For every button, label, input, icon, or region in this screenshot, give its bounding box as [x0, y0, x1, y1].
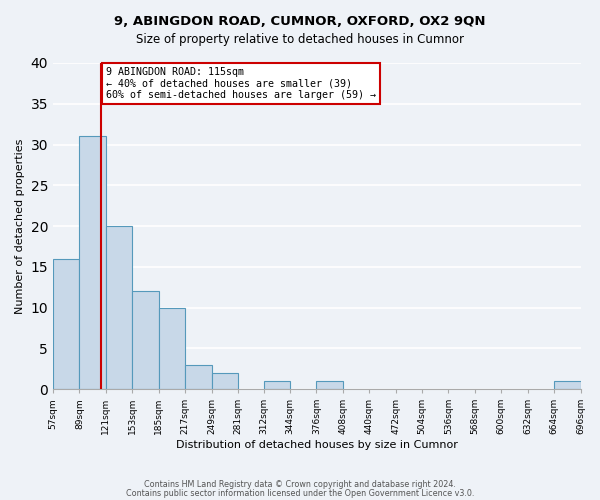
Bar	[132, 291, 158, 389]
Text: Contains HM Land Registry data © Crown copyright and database right 2024.: Contains HM Land Registry data © Crown c…	[144, 480, 456, 489]
Text: Size of property relative to detached houses in Cumnor: Size of property relative to detached ho…	[136, 32, 464, 46]
X-axis label: Distribution of detached houses by size in Cumnor: Distribution of detached houses by size …	[176, 440, 458, 450]
Text: Contains public sector information licensed under the Open Government Licence v3: Contains public sector information licen…	[126, 488, 474, 498]
Text: 9 ABINGDON ROAD: 115sqm
← 40% of detached houses are smaller (39)
60% of semi-de: 9 ABINGDON ROAD: 115sqm ← 40% of detache…	[106, 67, 376, 100]
Bar	[263, 381, 290, 389]
Bar	[53, 258, 79, 389]
Bar	[316, 381, 343, 389]
Bar	[554, 381, 581, 389]
Text: 9, ABINGDON ROAD, CUMNOR, OXFORD, OX2 9QN: 9, ABINGDON ROAD, CUMNOR, OXFORD, OX2 9Q…	[114, 15, 486, 28]
Bar	[106, 226, 132, 389]
Bar	[185, 364, 212, 389]
Bar	[79, 136, 106, 389]
Bar	[212, 372, 238, 389]
Y-axis label: Number of detached properties: Number of detached properties	[15, 138, 25, 314]
Bar	[158, 308, 185, 389]
